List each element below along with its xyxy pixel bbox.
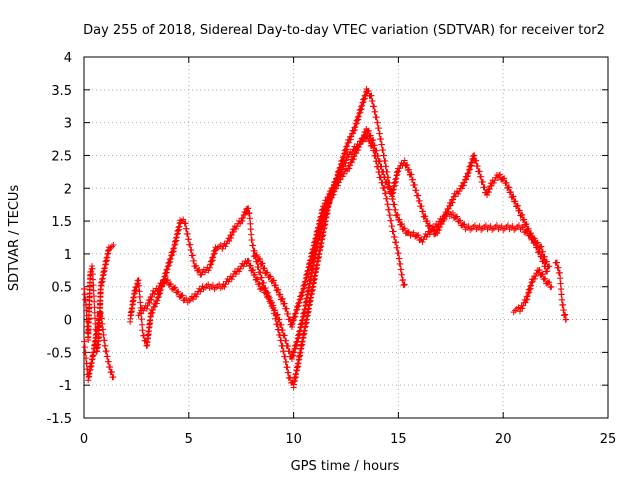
y-tick-label: 2 (64, 182, 72, 197)
x-tick-label: 20 (495, 432, 512, 447)
data-point-markers (127, 85, 553, 391)
data-marks (81, 85, 570, 391)
y-tick-label: 3 (64, 117, 72, 132)
x-tick-label: 25 (600, 432, 617, 447)
series-track-g (552, 259, 570, 323)
y-tick-label: -0.5 (47, 346, 72, 361)
x-tick-label: 10 (285, 432, 302, 447)
y-tick-label: -1 (59, 379, 72, 394)
plot-frame (83, 56, 609, 419)
x-tick-label: 0 (80, 432, 88, 447)
y-tick-label: 4 (64, 51, 72, 66)
chart-title: Day 255 of 2018, Sidereal Day-to-day VTE… (83, 23, 605, 38)
series-track-e (250, 133, 408, 330)
data-point-markers (510, 266, 555, 316)
y-tick-label: 1 (64, 248, 72, 263)
y-tick-label: 1.5 (51, 215, 72, 230)
y-tick-label: 2.5 (51, 149, 72, 164)
data-point-markers (250, 133, 408, 330)
series-track-c (127, 85, 553, 391)
x-axis-label: GPS time / hours (291, 459, 400, 474)
x-tick-label: 5 (185, 432, 193, 447)
y-tick-label: 0 (64, 314, 72, 329)
x-tick-label: 15 (390, 432, 407, 447)
data-point-markers (552, 259, 570, 323)
series-track-b (81, 309, 117, 384)
y-axis-label: SDTVAR / TECUs (7, 185, 22, 292)
data-point-markers (81, 309, 117, 384)
axis-ticks: -1.5 -1 -0.5 0 0.5 1 1.5 2 2.5 3 3.5 4 0 5 10 15 20 25 (47, 51, 617, 447)
y-tick-label: 0.5 (51, 281, 72, 296)
y-tick-label: 3.5 (51, 84, 72, 99)
y-tick-label: -1.5 (47, 412, 72, 427)
series-track-f (510, 266, 555, 316)
